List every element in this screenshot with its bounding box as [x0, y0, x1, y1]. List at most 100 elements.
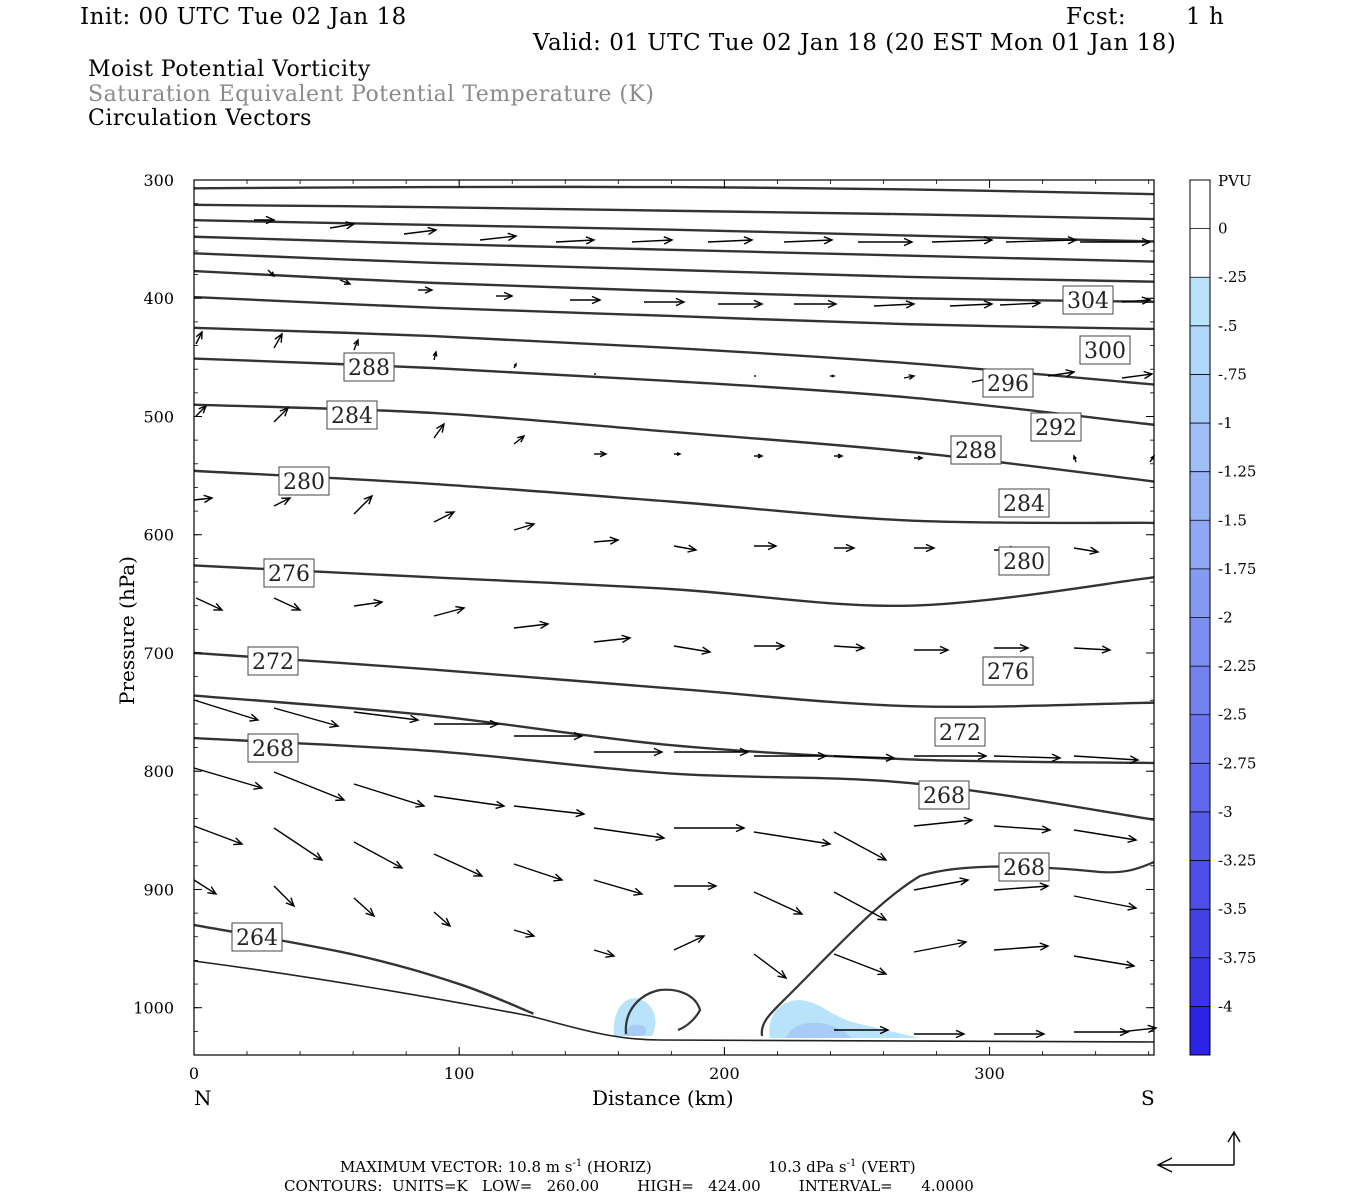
colorbar-segment [1190, 277, 1210, 326]
circulation-vector [329, 221, 356, 230]
circulation-vector [858, 237, 914, 247]
svg-text:276: 276 [268, 562, 310, 587]
colorbar-label: -2.75 [1218, 754, 1256, 772]
max-vector-vert: 10.3 dPa s [768, 1158, 847, 1176]
max-vector-text: MAXIMUM VECTOR: 10.8 m s-1 (HORIZ) [340, 1158, 652, 1176]
circulation-vector [1073, 755, 1140, 764]
circulation-vector [913, 816, 974, 827]
contour-label-268-14: 268 [247, 733, 299, 763]
colorbar-label: -2.5 [1218, 706, 1247, 724]
max-vector-horiz-exp: -1 [572, 1158, 583, 1169]
x-axis-right-end: S [1141, 1086, 1155, 1110]
x-tick-label: 300 [974, 1064, 1005, 1083]
circulation-vector [1047, 368, 1076, 378]
theta-e-contour-300 [193, 295, 1155, 331]
x-tick-label: 200 [709, 1064, 740, 1083]
contour-label-268-16: 268 [998, 852, 1050, 882]
circulation-vector [914, 455, 924, 461]
contour-label-276-10: 276 [263, 558, 315, 588]
circulation-vector [994, 643, 1030, 653]
svg-text:284: 284 [331, 404, 373, 429]
contours-info: CONTOURS: UNITS=K LOW= 260.00 HIGH= 424.… [284, 1177, 974, 1195]
svg-text:288: 288 [955, 439, 997, 464]
circulation-vector [193, 699, 260, 722]
colorbar-segment [1190, 909, 1210, 958]
y-tick-label: 700 [143, 644, 174, 663]
circulation-vector [479, 232, 518, 242]
svg-text:292: 292 [1035, 416, 1077, 441]
contour-label-272-13: 272 [934, 717, 986, 747]
circulation-vector [193, 879, 218, 895]
circulation-vector [913, 877, 970, 891]
circulation-vector [195, 404, 208, 417]
init-time: Init: 00 UTC Tue 02 Jan 18 [80, 4, 407, 30]
circulation-vector [834, 1025, 890, 1035]
theta-e-contours [193, 185, 1155, 1043]
y-axis-label: Pressure (hPa) [115, 556, 139, 705]
circulation-vector [754, 541, 778, 551]
y-tick-label: 800 [143, 762, 174, 781]
theta-e-contour-284 [193, 469, 1155, 525]
circulation-vector [193, 494, 214, 504]
circulation-vector [195, 597, 224, 611]
theta-e-contour-280 [193, 564, 1155, 608]
circulation-vector [674, 747, 750, 757]
colorbar-segment [1190, 860, 1210, 910]
plot-frame [193, 179, 1155, 1056]
circulation-vector [418, 286, 434, 294]
circulation-vector [570, 295, 602, 305]
colorbar-segment [1190, 617, 1210, 667]
contour-label-264-17: 264 [231, 922, 283, 952]
svg-text:280: 280 [1003, 550, 1045, 575]
circulation-vector [433, 911, 452, 928]
circulation-vector [1073, 829, 1138, 843]
svg-text:284: 284 [1003, 492, 1045, 517]
colorbar-label: -3.25 [1218, 852, 1256, 870]
circulation-vector [903, 374, 916, 380]
circulation-vector [833, 643, 866, 652]
y-tick-label: 300 [143, 171, 174, 190]
x-axis-label: Distance (km) [592, 1086, 734, 1110]
circulation-vector [783, 236, 834, 245]
circulation-vector [555, 236, 596, 245]
circulation-vector [674, 881, 718, 891]
circulation-vector [514, 731, 584, 741]
circulation-vector [273, 771, 346, 802]
circulation-vector [432, 350, 438, 361]
circulation-vector [833, 831, 888, 861]
circulation-vector [353, 897, 376, 918]
svg-text:268: 268 [923, 784, 965, 809]
contour-label-268-15: 268 [918, 780, 970, 810]
valid-time: Valid: 01 UTC Tue 02 Jan 18 (20 EST Mon … [533, 30, 1177, 56]
svg-text:272: 272 [939, 721, 981, 746]
circulation-vector [644, 297, 686, 307]
svg-text:296: 296 [987, 372, 1029, 397]
circulation-vector [753, 953, 788, 980]
colorbar-label: -3.75 [1218, 949, 1256, 967]
max-vector-vert-text: 10.3 dPa s-1 (VERT) [768, 1158, 916, 1176]
circulation-vector [754, 453, 764, 459]
circulation-vector [513, 362, 517, 369]
colorbar-label: -.5 [1218, 317, 1237, 335]
circulation-vector [1005, 235, 1078, 245]
circulation-vector [833, 953, 888, 976]
colorbar-segment [1190, 1006, 1210, 1055]
circulation-vector [593, 827, 666, 842]
circulation-vector [273, 332, 283, 349]
forecast-hour: 1 h [1186, 4, 1225, 30]
colorbar-label: -4 [1218, 997, 1233, 1015]
circulation-vector [1074, 1027, 1130, 1037]
circulation-vector [631, 236, 674, 245]
svg-text:304: 304 [1067, 289, 1109, 314]
circulation-vector [1072, 454, 1077, 463]
colorbar-segment [1190, 374, 1210, 424]
colorbar-label: 0 [1218, 220, 1228, 238]
circulation-vector [353, 338, 359, 351]
field-title-thetae: Saturation Equivalent Potential Temperat… [88, 82, 655, 107]
x-tick-label: 100 [444, 1064, 475, 1083]
colorbar-label: -3.5 [1218, 900, 1247, 918]
circulation-vector [193, 825, 244, 846]
circulation-vector [254, 215, 276, 225]
circulation-vector [993, 942, 1050, 951]
